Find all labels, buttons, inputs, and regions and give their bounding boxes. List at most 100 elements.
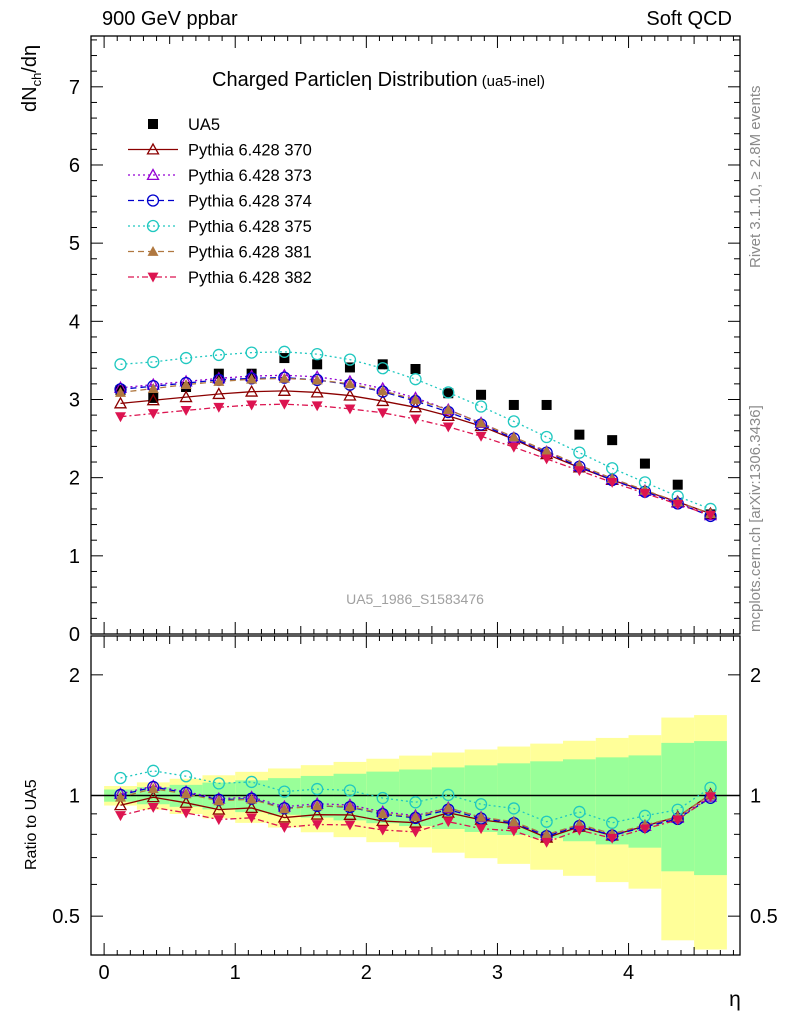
main-data-point (311, 401, 323, 412)
ratio-data-point (475, 811, 487, 822)
main-data-point (443, 388, 454, 399)
main-data-point (113, 396, 128, 409)
main-data-point (212, 387, 226, 400)
ratio-data-point (113, 798, 128, 811)
legend-marker (146, 219, 160, 233)
main-data-point (180, 379, 192, 390)
main-data-point (147, 355, 160, 369)
legend-marker (146, 194, 160, 207)
ratio-data-point (639, 824, 651, 835)
main-data-point (607, 435, 618, 446)
ratio-data-point (278, 803, 290, 814)
main-data-point (245, 372, 258, 385)
ratio-data-point (179, 786, 193, 799)
main-data-point (114, 358, 127, 371)
y-tick-label: 7 (69, 77, 80, 99)
ratio-data-point (376, 791, 389, 805)
legend-marker (146, 168, 160, 181)
ratio-data-point (245, 792, 258, 805)
main-data-point (377, 408, 389, 419)
ratio-data-point (278, 785, 291, 798)
ratio-stat-band (694, 741, 727, 876)
chart-title: Charged Particleη Distribution (ua5-inel) (212, 69, 545, 91)
axes (90, 35, 741, 956)
main-data-point (245, 346, 258, 359)
main-data-point (573, 466, 585, 477)
ratio-data-point (573, 805, 586, 819)
main-data-point (278, 345, 291, 358)
ratio-series-line (120, 770, 711, 824)
ratio-data-point (410, 827, 421, 838)
legend-marker (147, 246, 159, 256)
ratio-data-point (278, 802, 291, 815)
ratio-data-point (409, 796, 422, 809)
legend-marker (147, 272, 159, 283)
legend-marker (148, 119, 158, 129)
main-data-point (639, 458, 650, 469)
uncertainty-bands (104, 715, 727, 950)
ratio-data-point (474, 798, 488, 811)
main-data-point (310, 385, 324, 398)
ratio-data-point (179, 770, 193, 783)
ratio-data-point (246, 813, 258, 824)
ratio-data-point (508, 816, 520, 827)
header-right: Soft QCD (646, 8, 732, 30)
main-data-point (344, 362, 355, 373)
main-data-point (441, 409, 455, 421)
main-data-point (377, 385, 389, 396)
ratio-data-point (442, 817, 454, 828)
ratio-data-point (115, 791, 126, 802)
main-data-point (213, 402, 225, 413)
ratio-data-point (212, 793, 225, 806)
main-series-line (120, 390, 711, 515)
main-data-point (115, 412, 126, 423)
y-tick-label: 2 (69, 468, 80, 490)
main-data-point (541, 454, 553, 465)
ratio-data-point (311, 782, 324, 796)
main-data-point (574, 429, 585, 440)
main-data-point (311, 374, 323, 385)
ratio-data-point (115, 811, 126, 822)
ratio-data-point (507, 802, 520, 815)
legend-label: UA5 (188, 116, 220, 134)
main-data-point (475, 431, 487, 442)
ratio-data-point (213, 815, 225, 826)
ratio-y-tick-label: 0.5 (52, 906, 80, 928)
main-data-point (146, 393, 160, 406)
ratio-y-tick-label-right: 0.5 (750, 906, 778, 928)
ratio-data-point (180, 788, 192, 799)
data-markers (113, 345, 718, 848)
main-data-point (410, 393, 421, 404)
legend-label: Pythia 6.428 374 (188, 193, 312, 211)
main-data-point (311, 348, 324, 361)
main-data-point (408, 400, 423, 413)
main-data-point (377, 359, 388, 370)
ratio-data-point (343, 784, 357, 797)
x-tick-label: 0 (99, 962, 110, 984)
main-data-point (672, 479, 683, 490)
ratio-data-point (310, 807, 324, 820)
main-data-point (541, 445, 553, 456)
x-axis-title: η (729, 988, 741, 1011)
main-data-point (148, 392, 159, 403)
ratio-data-point (344, 820, 356, 831)
ratio-data-point (410, 811, 421, 822)
main-data-point (246, 400, 258, 411)
ratio-data-point (540, 815, 553, 828)
chart-text: 0 1 2 3 4 0 1 2 3 4 5 6 7 0.5 0.5 1 1 2 2 η dNch/dη Ratio to … (19, 45, 778, 1011)
ratio-data-point (672, 815, 684, 826)
legend-label: Pythia 6.428 370 (188, 142, 312, 160)
ratio-y-tick-label: 1 (69, 786, 80, 808)
ratio-data-point (606, 816, 619, 829)
main-frame (90, 35, 741, 635)
main-data-point (376, 394, 390, 407)
y-tick-label: 4 (69, 311, 80, 333)
main-data-point (573, 446, 586, 459)
ratio-stat-band (530, 761, 563, 839)
y-tick-label: 3 (69, 389, 80, 411)
main-data-point (442, 404, 454, 415)
main-data-point (606, 462, 619, 475)
ratio-data-point (245, 775, 258, 789)
main-data-point (507, 415, 520, 428)
